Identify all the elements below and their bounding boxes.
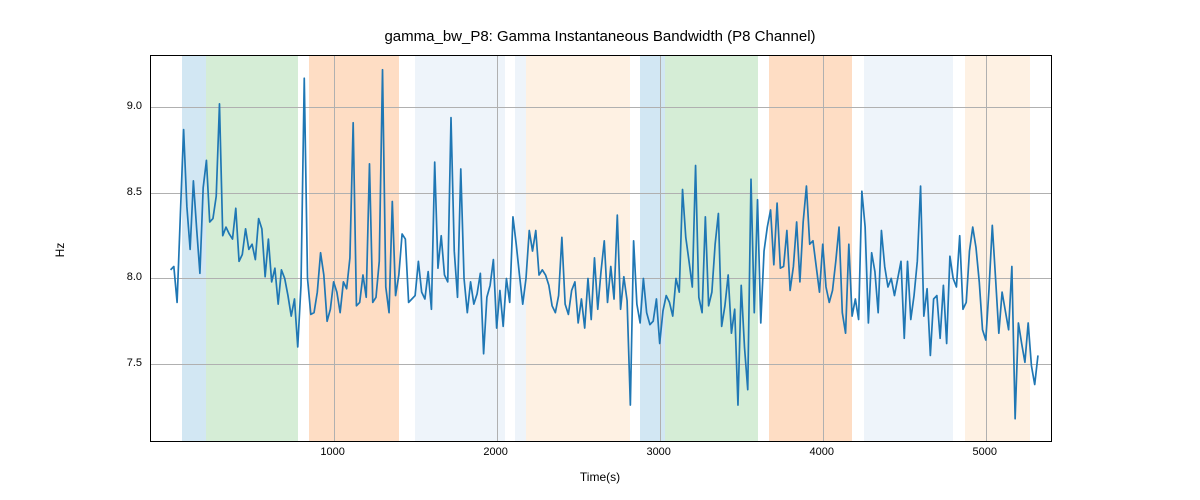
y-tick-label: 9.0 [110, 100, 142, 112]
x-axis-label: Time(s) [0, 470, 1200, 484]
x-tick-label: 5000 [973, 446, 997, 458]
x-tick-label: 2000 [483, 446, 507, 458]
x-tick-label: 3000 [646, 446, 670, 458]
plot-inner [151, 56, 1051, 441]
series-line [151, 56, 1051, 441]
x-tick-label: 4000 [809, 446, 833, 458]
y-tick-label: 7.5 [110, 357, 142, 369]
y-tick-label: 8.5 [110, 186, 142, 198]
chart-figure: gamma_bw_P8: Gamma Instantaneous Bandwid… [0, 0, 1200, 500]
x-tick-label: 1000 [320, 446, 344, 458]
chart-title: gamma_bw_P8: Gamma Instantaneous Bandwid… [0, 28, 1200, 45]
y-axis-label: Hz [53, 243, 67, 258]
y-tick-label: 8.0 [110, 271, 142, 283]
plot-area [150, 55, 1052, 442]
